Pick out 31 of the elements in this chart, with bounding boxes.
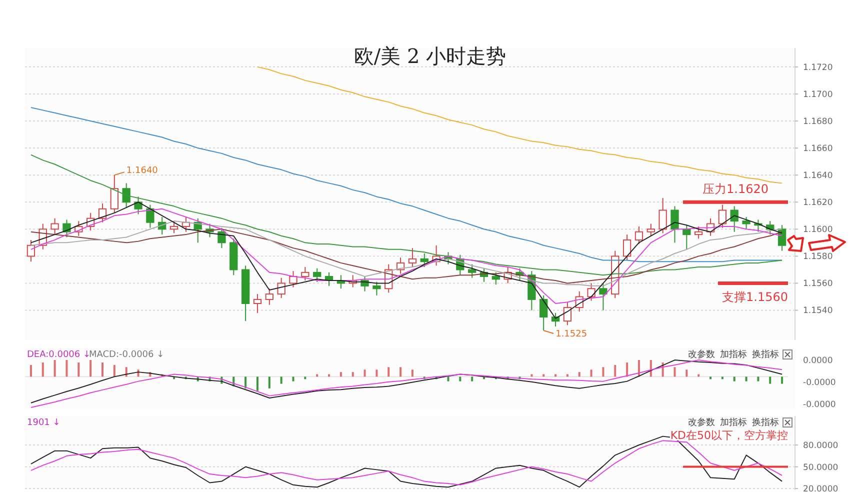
annotation: 加指标	[720, 417, 747, 428]
annotation: 改参数	[688, 417, 715, 428]
annotation: 1.1640	[126, 166, 158, 176]
text: 加指标	[720, 349, 747, 360]
ref-line-label: 支撑1.1560	[722, 290, 788, 304]
y-tick-label: 1.1620	[803, 198, 833, 208]
y-tick-label: 1.1700	[803, 90, 833, 100]
annotation: 换指标	[752, 417, 779, 428]
text: DEA:0.0006 ↓	[27, 350, 91, 360]
text: -0.0000	[803, 400, 836, 410]
y-tick-label: 20.0000	[803, 484, 838, 495]
y-tick-label: 1.1660	[803, 144, 833, 154]
annotation: 1.1525	[556, 330, 588, 340]
y-tick-label: 1.1580	[803, 252, 833, 262]
annotation: 1901 ↓	[27, 418, 60, 428]
text: -0.0000	[803, 378, 836, 388]
y-tick-label: 1.1640	[803, 171, 833, 182]
text: MACD:-0.0006 ↓	[89, 350, 164, 360]
text: 换指标	[752, 349, 779, 360]
y-tick-label: 50.0000	[803, 462, 838, 473]
ref-line-label: 压力1.1620	[702, 182, 768, 196]
y-tick-label: 1.1680	[803, 116, 833, 127]
text: 0.0000	[803, 356, 833, 366]
y-tick-label: 1.1560	[803, 279, 833, 290]
y-tick-label: 80.0000	[803, 440, 838, 451]
y-tick-label: 1.1540	[803, 306, 833, 316]
chart-title: 欧/美 2 小时走势	[354, 44, 506, 68]
text: 改参数	[688, 349, 715, 360]
y-tick-label: 1.1600	[803, 225, 833, 236]
ref-line-label: KD在50以下，空方掌控	[670, 428, 788, 442]
y-tick-label: 1.1720	[803, 62, 833, 73]
